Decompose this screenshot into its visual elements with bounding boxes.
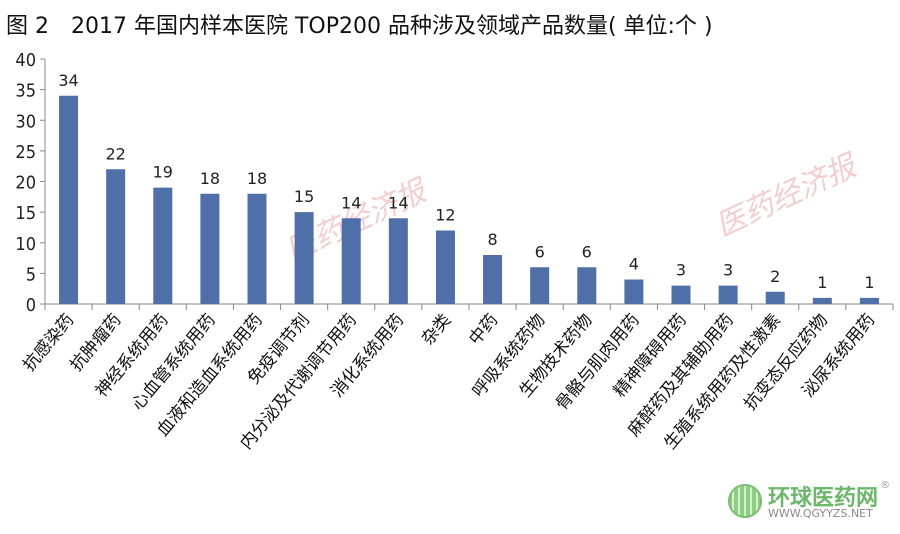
bar xyxy=(577,267,597,304)
bar xyxy=(624,279,644,304)
registered-mark: ® xyxy=(880,480,890,491)
data-label: 14 xyxy=(341,193,361,212)
x-tick-label: 心血管系统用药 xyxy=(128,310,220,414)
data-label: 6 xyxy=(582,242,592,261)
x-tick-label: 杂类 xyxy=(418,310,455,349)
bar xyxy=(765,291,785,304)
bar xyxy=(388,218,408,304)
bar xyxy=(718,285,738,304)
data-label: 4 xyxy=(629,255,639,274)
data-label: 34 xyxy=(58,71,78,90)
bar xyxy=(671,285,691,304)
y-tick-label: 25 xyxy=(15,142,36,163)
y-tick-label: 30 xyxy=(15,111,36,132)
data-label: 8 xyxy=(487,230,497,249)
data-label: 3 xyxy=(723,261,733,280)
data-label: 18 xyxy=(247,169,267,188)
bar xyxy=(859,297,879,304)
data-label: 12 xyxy=(435,206,455,225)
bar xyxy=(59,95,79,304)
data-label: 1 xyxy=(817,273,827,292)
bar xyxy=(435,230,455,304)
y-tick-label: 20 xyxy=(15,173,36,194)
bar xyxy=(483,255,503,304)
bar xyxy=(153,187,173,304)
chart-title: 图 2 2017 年国内样本医院 TOP200 品种涉及领域产品数量( 单位:个… xyxy=(6,14,713,39)
x-tick-label: 中药 xyxy=(465,310,502,349)
bar xyxy=(294,212,314,304)
bar xyxy=(812,297,832,304)
data-label: 6 xyxy=(535,242,545,261)
bar xyxy=(200,193,220,304)
bar xyxy=(247,193,267,304)
data-label: 18 xyxy=(200,169,220,188)
watermark: 医药经济报 xyxy=(711,148,864,244)
data-label: 15 xyxy=(294,187,314,206)
logo-url: WWW.QGYYZS.NET xyxy=(768,507,873,520)
data-label: 3 xyxy=(676,261,686,280)
data-label: 22 xyxy=(105,144,125,163)
x-tick-label: 抗变态反应药物 xyxy=(740,310,832,414)
data-label: 2 xyxy=(770,267,780,286)
data-label: 19 xyxy=(153,163,173,182)
y-tick-label: 40 xyxy=(15,50,36,71)
data-label: 14 xyxy=(388,193,408,212)
y-tick-label: 0 xyxy=(26,295,36,316)
logo-text: 环球医药网 xyxy=(768,486,879,511)
globe-icon xyxy=(728,484,762,518)
y-tick-label: 5 xyxy=(26,264,36,285)
bar xyxy=(106,169,126,304)
bar xyxy=(341,218,361,304)
x-tick-label: 骨骼与肌肉用药 xyxy=(552,310,644,414)
bar xyxy=(530,267,550,304)
data-label: 1 xyxy=(864,273,874,292)
y-tick-label: 35 xyxy=(15,81,36,102)
y-tick-label: 10 xyxy=(15,234,36,255)
y-tick-label: 15 xyxy=(15,203,36,224)
